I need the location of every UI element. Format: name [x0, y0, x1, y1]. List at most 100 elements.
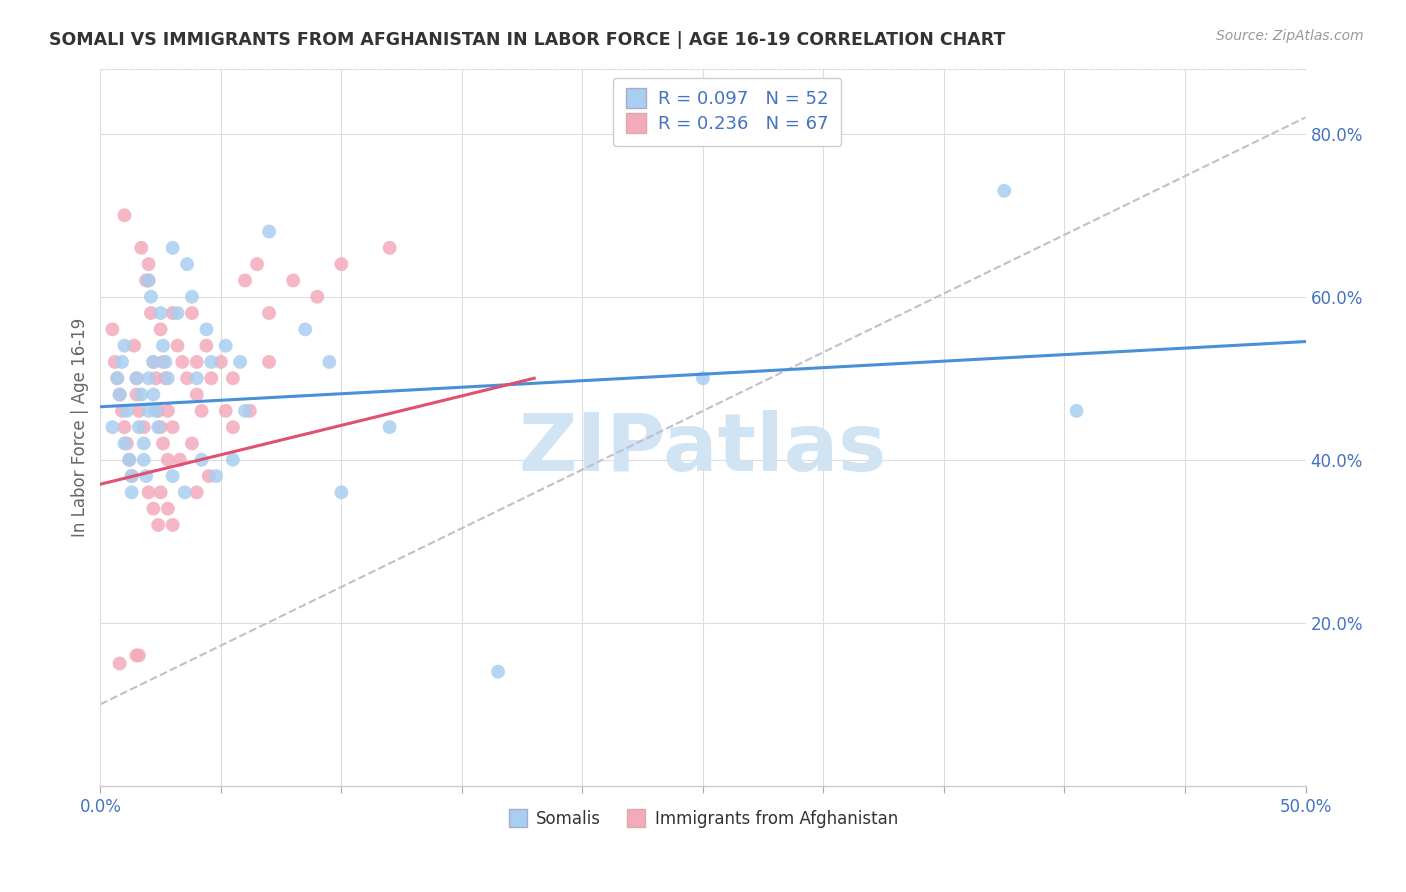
- Point: [104, 355, 127, 369]
- Point: [149, 485, 172, 500]
- Legend: Somalis, Immigrants from Afghanistan: Somalis, Immigrants from Afghanistan: [502, 804, 904, 835]
- Point: [149, 420, 172, 434]
- Point: [114, 338, 136, 352]
- Point: [148, 420, 170, 434]
- Point: [190, 452, 212, 467]
- Point: [173, 485, 195, 500]
- Point: [162, 241, 184, 255]
- Point: [145, 404, 167, 418]
- Point: [186, 485, 208, 500]
- Point: [239, 404, 262, 418]
- Point: [294, 322, 316, 336]
- Point: [118, 452, 141, 467]
- Point: [283, 273, 305, 287]
- Point: [121, 469, 143, 483]
- Point: [162, 420, 184, 434]
- Point: [148, 518, 170, 533]
- Point: [139, 306, 162, 320]
- Point: [114, 436, 136, 450]
- Point: [200, 371, 222, 385]
- Point: [125, 371, 148, 385]
- Point: [318, 355, 340, 369]
- Point: [200, 355, 222, 369]
- Point: [162, 306, 184, 320]
- Point: [205, 469, 228, 483]
- Point: [138, 257, 160, 271]
- Point: [330, 485, 353, 500]
- Point: [198, 469, 221, 483]
- Point: [1066, 404, 1088, 418]
- Point: [186, 355, 208, 369]
- Point: [131, 387, 153, 401]
- Point: [142, 355, 165, 369]
- Point: [181, 306, 204, 320]
- Point: [156, 404, 179, 418]
- Point: [166, 338, 188, 352]
- Text: ZIPatlas: ZIPatlas: [519, 409, 887, 488]
- Point: [101, 322, 124, 336]
- Point: [108, 657, 131, 671]
- Point: [131, 241, 153, 255]
- Point: [132, 420, 155, 434]
- Point: [138, 371, 160, 385]
- Point: [125, 648, 148, 663]
- Point: [692, 371, 714, 385]
- Point: [149, 306, 172, 320]
- Point: [152, 338, 174, 352]
- Point: [138, 273, 160, 287]
- Point: [138, 485, 160, 500]
- Point: [156, 371, 179, 385]
- Point: [142, 387, 165, 401]
- Point: [181, 290, 204, 304]
- Point: [115, 404, 138, 418]
- Point: [115, 436, 138, 450]
- Point: [155, 371, 177, 385]
- Point: [145, 371, 167, 385]
- Point: [186, 387, 208, 401]
- Point: [108, 387, 131, 401]
- Point: [233, 273, 256, 287]
- Point: [307, 290, 329, 304]
- Point: [105, 371, 128, 385]
- Point: [172, 355, 194, 369]
- Point: [169, 452, 191, 467]
- Point: [257, 306, 280, 320]
- Point: [229, 355, 252, 369]
- Point: [122, 338, 145, 352]
- Point: [118, 452, 141, 467]
- Point: [128, 648, 150, 663]
- Point: [105, 371, 128, 385]
- Point: [114, 208, 136, 222]
- Point: [155, 355, 177, 369]
- Point: [142, 355, 165, 369]
- Point: [121, 469, 143, 483]
- Point: [149, 322, 172, 336]
- Point: [138, 404, 160, 418]
- Point: [152, 436, 174, 450]
- Point: [111, 404, 134, 418]
- Point: [195, 338, 218, 352]
- Point: [121, 485, 143, 500]
- Point: [128, 404, 150, 418]
- Point: [128, 420, 150, 434]
- Point: [135, 273, 157, 287]
- Point: [132, 436, 155, 450]
- Point: [186, 371, 208, 385]
- Point: [215, 404, 238, 418]
- Point: [148, 404, 170, 418]
- Point: [138, 273, 160, 287]
- Point: [222, 420, 245, 434]
- Point: [135, 469, 157, 483]
- Point: [114, 420, 136, 434]
- Point: [176, 257, 198, 271]
- Point: [132, 452, 155, 467]
- Point: [125, 387, 148, 401]
- Point: [162, 518, 184, 533]
- Point: [257, 225, 280, 239]
- Text: SOMALI VS IMMIGRANTS FROM AFGHANISTAN IN LABOR FORCE | AGE 16-19 CORRELATION CHA: SOMALI VS IMMIGRANTS FROM AFGHANISTAN IN…: [49, 31, 1005, 49]
- Point: [111, 355, 134, 369]
- Point: [209, 355, 232, 369]
- Point: [195, 322, 218, 336]
- Text: Source: ZipAtlas.com: Source: ZipAtlas.com: [1216, 29, 1364, 43]
- Point: [190, 404, 212, 418]
